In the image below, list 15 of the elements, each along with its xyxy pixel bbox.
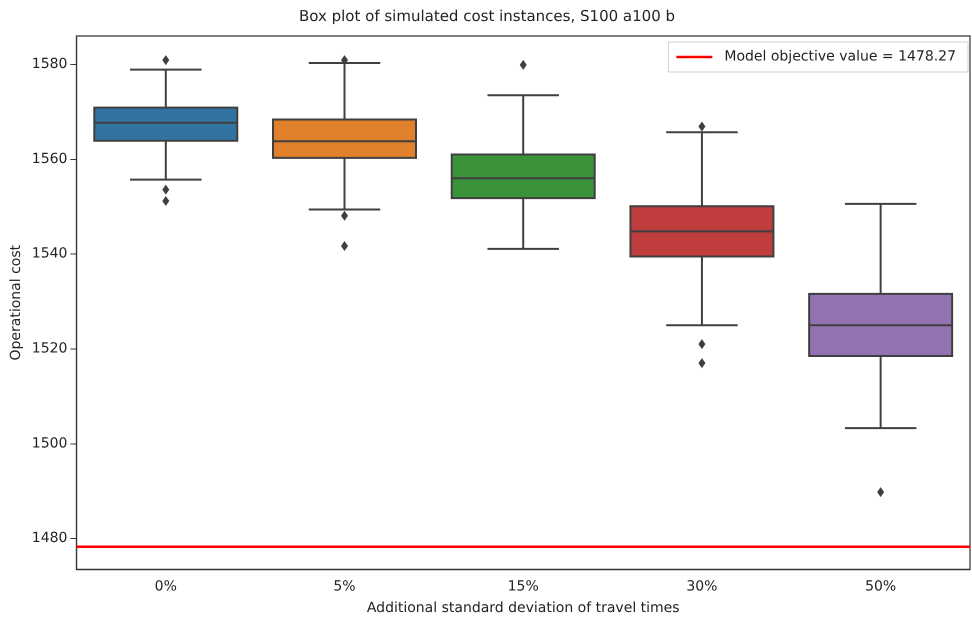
y-tick-label: 1540: [32, 246, 68, 262]
x-tick-label: 0%: [154, 578, 177, 594]
x-tick-label: 30%: [686, 578, 718, 594]
y-tick-label: 1500: [32, 435, 68, 452]
x-tick-label: 5%: [333, 578, 356, 594]
legend-label: Model objective value = 1478.27: [724, 48, 956, 65]
x-tick-label: 15%: [508, 578, 539, 594]
chart-title: Box plot of simulated cost instances, S100 a100 b: [298, 6, 676, 25]
y-tick-label: 1580: [32, 56, 68, 72]
x-axis-title: Additional standard deviation of travel times: [366, 600, 680, 616]
y-tick-label: 1560: [32, 150, 68, 167]
y-tick-label: 1480: [32, 530, 68, 546]
x-tick-label: 50%: [865, 578, 896, 594]
y-tick-label: 1520: [32, 340, 68, 357]
y-axis-title: Operational cost: [8, 244, 24, 361]
